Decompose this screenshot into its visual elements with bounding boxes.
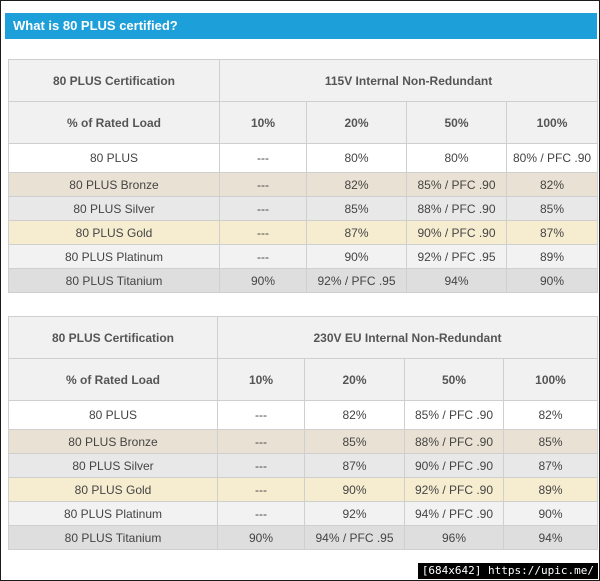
table-cell: 82% [502,400,599,430]
table-cell: 80% [306,143,407,173]
table-cell: 85% [502,429,599,454]
table-cell: 90% [217,525,305,550]
table-cell: 85% [505,196,599,221]
load-20-header: 20% [304,358,405,401]
table-cell: 90% [304,477,405,502]
table-header-row: 80 PLUS Certification 230V EU Internal N… [8,316,599,359]
load-header-row: % of Rated Load 10% 20% 50% 100% [8,358,599,401]
load-50-header: 50% [404,358,504,401]
table-cell: 94% [502,525,599,550]
table-cell: 96% [404,525,504,550]
table-row: 80 PLUS Silver --- 87% 90% / PFC .90 87% [8,453,599,478]
table-cell: 90% [306,244,407,269]
table-cell: 94% [406,268,507,293]
table-row: 80 PLUS Platinum --- 90% 92% / PFC .95 8… [8,244,599,269]
table-cell: --- [219,196,307,221]
table-cell: 94% / PFC .95 [304,525,405,550]
load-10-header: 10% [217,358,305,401]
table-row: 80 PLUS Bronze --- 85% 88% / PFC .90 85% [8,429,599,454]
table-cell: 85% / PFC .90 [406,172,507,197]
table-cell: 92% [304,501,405,526]
table-cell: 94% / PFC .90 [404,501,504,526]
certification-table-230v-eu: 80 PLUS Certification 230V EU Internal N… [8,316,599,550]
tier-name: 80 PLUS Platinum [8,501,218,526]
load-100-header: 100% [502,358,599,401]
table-cell: 85% / PFC .90 [404,400,504,430]
table-cell: 87% [304,453,405,478]
table-row: 80 PLUS --- 80% 80% 80% / PFC .90 [8,143,599,173]
rated-load-header: % of Rated Load [8,101,220,144]
image-host-watermark: [684x642] https://upic.me/ [417,563,598,579]
table-cell: 90% / PFC .90 [404,453,504,478]
table-cell: 89% [505,244,599,269]
voltage-group-header: 115V Internal Non-Redundant [218,59,599,102]
table-cell: 82% [304,400,405,430]
table-cell: 90% / PFC .90 [406,220,507,245]
certification-header: 80 PLUS Certification [8,316,218,359]
table-cell: --- [219,244,307,269]
table-cell: 85% [304,429,405,454]
rated-load-header: % of Rated Load [8,358,218,401]
table-cell: 92% / PFC .90 [404,477,504,502]
load-20-header: 20% [306,101,407,144]
load-50-header: 50% [406,101,507,144]
load-10-header: 10% [219,101,307,144]
table-row: 80 PLUS Silver --- 85% 88% / PFC .90 85% [8,196,599,221]
table-cell: --- [217,400,305,430]
table-cell: --- [217,453,305,478]
tier-name: 80 PLUS Silver [8,453,218,478]
table-cell: 87% [502,453,599,478]
table-cell: 90% [219,268,307,293]
table-cell: 88% / PFC .90 [406,196,507,221]
voltage-group-header: 230V EU Internal Non-Redundant [216,316,599,359]
table-cell: 92% / PFC .95 [406,244,507,269]
certification-header: 80 PLUS Certification [8,59,220,102]
table-row: 80 PLUS --- 82% 85% / PFC .90 82% [8,400,599,430]
table-row: 80 PLUS Platinum --- 92% 94% / PFC .90 9… [8,501,599,526]
table-cell: --- [219,143,307,173]
table-row: 80 PLUS Titanium 90% 92% / PFC .95 94% 9… [8,268,599,293]
table-row: 80 PLUS Gold --- 87% 90% / PFC .90 87% [8,220,599,245]
tier-name: 80 PLUS Platinum [8,244,220,269]
table-cell: --- [217,429,305,454]
tier-name: 80 PLUS [8,143,220,173]
table-cell: 87% [505,220,599,245]
tier-name: 80 PLUS Titanium [8,525,218,550]
table-cell: 87% [306,220,407,245]
tier-name: 80 PLUS Gold [8,477,218,502]
table-cell: 80% / PFC .90 [505,143,599,173]
tier-name: 80 PLUS Gold [8,220,220,245]
table-row: 80 PLUS Gold --- 90% 92% / PFC .90 89% [8,477,599,502]
table-cell: 90% [505,268,599,293]
table-cell: 82% [505,172,599,197]
table-row: 80 PLUS Titanium 90% 94% / PFC .95 96% 9… [8,525,599,550]
certification-table-115v: 80 PLUS Certification 115V Internal Non-… [8,59,599,293]
tier-name: 80 PLUS Bronze [8,172,220,197]
tier-name: 80 PLUS Silver [8,196,220,221]
section-title: What is 80 PLUS certified? [13,18,178,33]
table-cell: 88% / PFC .90 [404,429,504,454]
table-cell: --- [219,172,307,197]
section-header: What is 80 PLUS certified? [5,13,597,39]
table-cell: 92% / PFC .95 [306,268,407,293]
tier-name: 80 PLUS Titanium [8,268,220,293]
tier-name: 80 PLUS [8,400,218,430]
table-cell: 90% [502,501,599,526]
table-cell: 80% [406,143,507,173]
load-header-row: % of Rated Load 10% 20% 50% 100% [8,101,599,144]
table-cell: 89% [502,477,599,502]
load-100-header: 100% [505,101,599,144]
table-row: 80 PLUS Bronze --- 82% 85% / PFC .90 82% [8,172,599,197]
table-header-row: 80 PLUS Certification 115V Internal Non-… [8,59,599,102]
table-cell: --- [217,477,305,502]
table-cell: --- [219,220,307,245]
table-cell: --- [217,501,305,526]
table-cell: 82% [306,172,407,197]
table-cell: 85% [306,196,407,221]
tier-name: 80 PLUS Bronze [8,429,218,454]
